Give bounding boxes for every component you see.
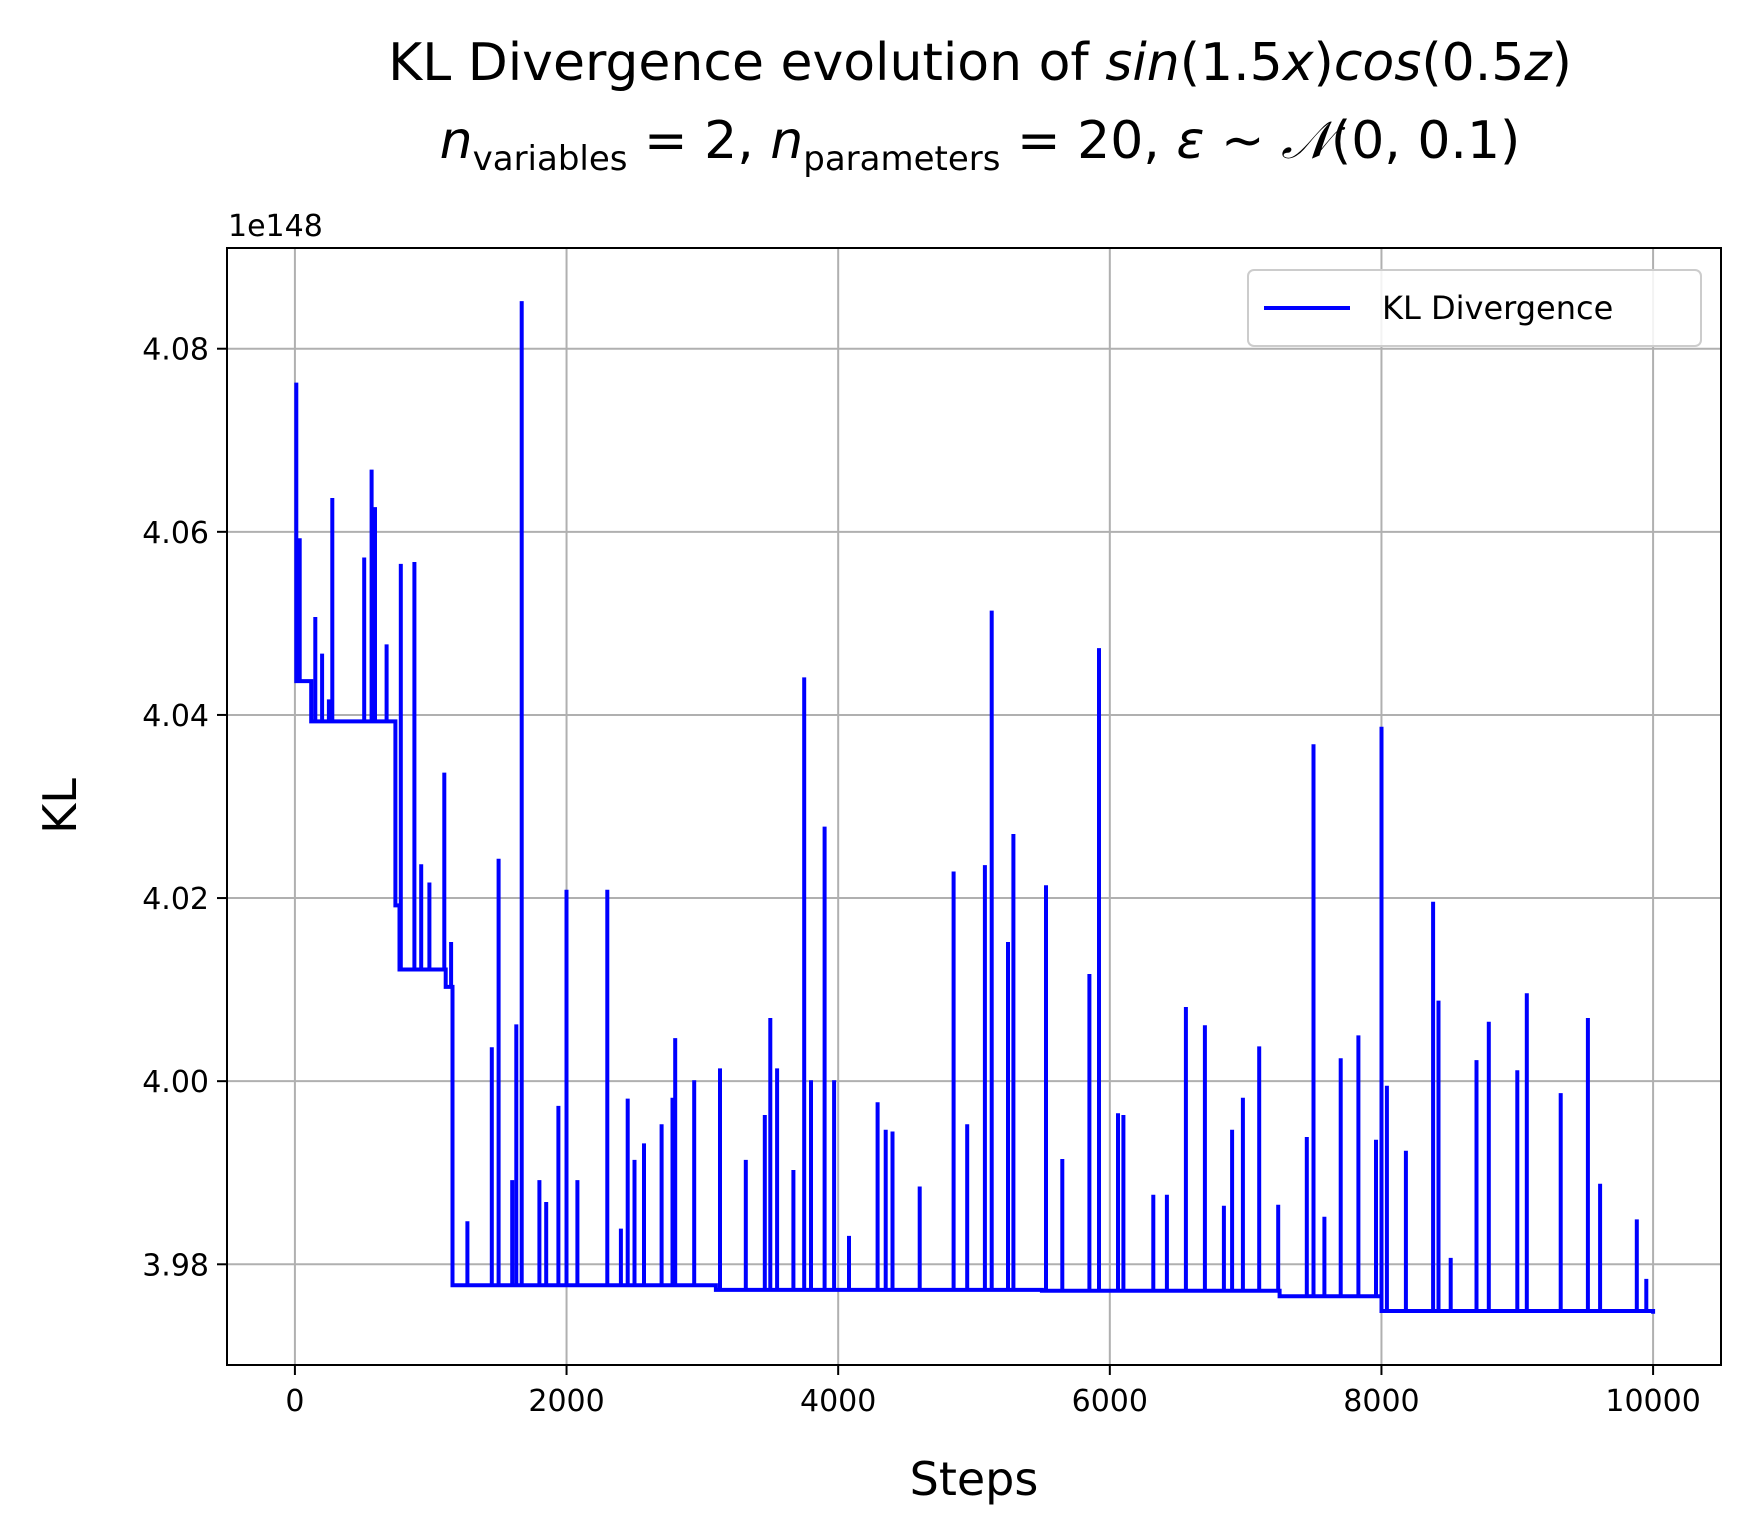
y-offset-label: 1e148: [228, 209, 323, 244]
x-tick-label: 0: [285, 1384, 304, 1419]
y-tick-label: 4.00: [142, 1065, 209, 1100]
y-tick-label: 4.06: [142, 516, 209, 551]
x-tick-label: 2000: [528, 1384, 604, 1419]
x-tick-label: 4000: [800, 1384, 876, 1419]
y-tick-label: 4.04: [142, 699, 209, 734]
x-tick-label: 10000: [1605, 1384, 1700, 1419]
plot-frame: [226, 247, 1722, 1366]
series-layer: [294, 301, 1656, 1314]
y-tick-label: 3.98: [142, 1248, 209, 1283]
legend-box: [1247, 269, 1702, 347]
legend-entry-kl-divergence: KL Divergence: [1382, 289, 1613, 327]
x-tick-label: 6000: [1072, 1384, 1148, 1419]
series-line-kl-divergence: [294, 301, 1656, 1314]
chart-title-line1: KL Divergence evolution of sin(1.5x)cos(…: [388, 33, 1572, 93]
x-axis-title: Steps: [910, 1452, 1039, 1506]
legend: KL Divergence: [1247, 269, 1702, 347]
ticks: 0 2000 4000 6000 8000 10000 3.98 4.00 4.02 4.04 4.…: [142, 333, 1701, 1419]
y-axis-title: KL: [33, 778, 87, 834]
y-tick-label: 4.02: [142, 882, 209, 917]
chart-title-line2: nvariables = 2, nparameters = 20, ε ~ 𝒩(…: [440, 111, 1521, 179]
y-tick-label: 4.08: [142, 333, 209, 368]
x-tick-label: 8000: [1343, 1384, 1419, 1419]
